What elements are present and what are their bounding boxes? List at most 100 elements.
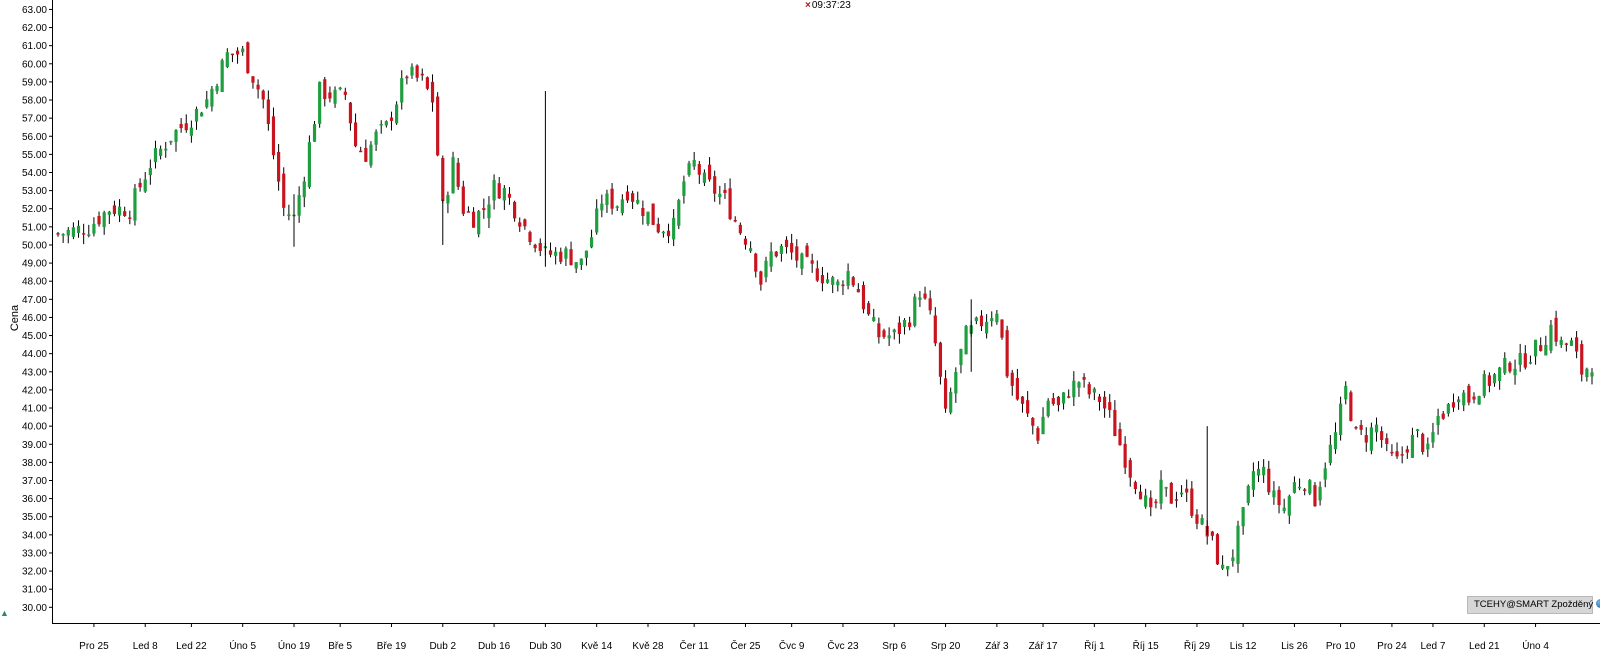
candle-body — [395, 104, 399, 124]
candle-body — [251, 76, 255, 83]
candle-body — [1246, 485, 1250, 504]
candle-body — [1539, 345, 1543, 351]
candle-body — [605, 193, 609, 206]
candle-body — [625, 191, 630, 201]
y-tick-label: 33.00 — [22, 548, 47, 559]
candle-body — [189, 127, 193, 136]
candle-body — [1149, 497, 1153, 508]
candle-body — [831, 277, 835, 285]
y-tick-label: 63.00 — [22, 5, 47, 16]
candle-body — [436, 96, 440, 156]
candle-body — [200, 112, 204, 117]
candle-body — [713, 176, 717, 194]
candle-body — [246, 42, 250, 74]
candle-body — [1287, 496, 1291, 516]
x-tick-label: Lis 26 — [1281, 641, 1308, 652]
candle-body — [928, 298, 932, 311]
candle-body — [502, 188, 506, 201]
candle-body — [1487, 375, 1491, 386]
candle-body — [1462, 392, 1466, 406]
candle-body — [754, 253, 758, 272]
candle-body — [995, 313, 999, 323]
candle-body — [728, 188, 732, 220]
candle-body — [1318, 486, 1322, 501]
candle-body — [56, 233, 60, 235]
candle-body — [1374, 424, 1379, 433]
candle-body — [1159, 479, 1163, 504]
candle-body — [1431, 432, 1435, 443]
candle-body — [112, 205, 117, 214]
candle-body — [1313, 485, 1317, 507]
candle-body — [1292, 482, 1297, 493]
candle-body — [318, 81, 322, 124]
candle-body — [471, 211, 476, 228]
candle-body — [1333, 432, 1338, 450]
candle-body — [1215, 534, 1220, 565]
candle-body — [743, 238, 748, 245]
candle-body — [672, 217, 676, 240]
candle-body — [1277, 489, 1281, 506]
candle-body — [174, 130, 178, 142]
y-tick-label: 49.00 — [22, 259, 47, 270]
candle-body — [990, 318, 994, 322]
y-tick-label: 52.00 — [22, 204, 47, 215]
x-tick-label: Dub 2 — [429, 641, 456, 652]
candle-body — [564, 248, 568, 259]
candle-body — [682, 181, 686, 196]
candle-body — [1164, 487, 1168, 489]
y-tick-label: 55.00 — [22, 150, 47, 161]
candle-body — [1005, 330, 1009, 377]
candle-body — [877, 323, 881, 338]
timestamp-label: ×09:37:23 — [805, 0, 851, 11]
candle-body — [194, 108, 199, 122]
candle-body — [1385, 438, 1389, 444]
candle-body — [692, 159, 696, 167]
candle-body — [589, 237, 594, 248]
y-tick-label: 36.00 — [22, 494, 47, 505]
y-tick-label: 54.00 — [22, 168, 47, 179]
candle-body — [600, 203, 604, 211]
candle-body — [1210, 531, 1214, 536]
candle-body — [1436, 416, 1440, 426]
x-tick-label: Bře 19 — [377, 641, 407, 652]
x-tick-label: Srp 6 — [882, 641, 906, 652]
candle-body — [348, 102, 353, 124]
candle-body — [1015, 378, 1019, 400]
candle-body — [548, 250, 553, 255]
candle-body — [677, 200, 681, 226]
candle-body — [1328, 444, 1332, 463]
x-tick-label: Úno 5 — [229, 639, 256, 652]
candle-body — [1082, 376, 1086, 380]
candle-body — [1523, 353, 1527, 368]
candle-body — [1077, 382, 1081, 388]
symbol-status-badge[interactable]: TCEHY@SMART Zpožděný — [1467, 596, 1600, 614]
candle-body — [954, 372, 958, 394]
candle-body — [441, 157, 445, 201]
candle-body — [1020, 396, 1025, 404]
y-tick-label: 39.00 — [22, 440, 47, 451]
x-tick-label: Dub 30 — [529, 641, 562, 652]
candle-body — [1061, 392, 1066, 404]
candle-body — [1231, 557, 1235, 562]
candle-body — [282, 173, 286, 208]
candle-body — [759, 271, 763, 285]
candle-body — [887, 335, 891, 339]
x-tick-label: Pro 25 — [79, 641, 109, 652]
candle-body — [461, 186, 465, 214]
candle-body — [764, 260, 768, 278]
candle-body — [1580, 344, 1584, 375]
candle-body — [985, 321, 989, 334]
candle-body — [1380, 431, 1384, 441]
candle-body — [128, 217, 132, 219]
candle-body — [1123, 443, 1127, 468]
candle-body — [1533, 339, 1538, 357]
close-marker-icon[interactable]: × — [805, 0, 811, 11]
candle-body — [1303, 489, 1307, 491]
candle-body — [1272, 490, 1276, 498]
x-tick-label: Říj 29 — [1184, 639, 1211, 652]
candle-body — [559, 251, 563, 262]
candle-body — [507, 193, 512, 198]
timestamp-value: 09:37:23 — [811, 0, 851, 11]
candle-body — [482, 208, 486, 211]
